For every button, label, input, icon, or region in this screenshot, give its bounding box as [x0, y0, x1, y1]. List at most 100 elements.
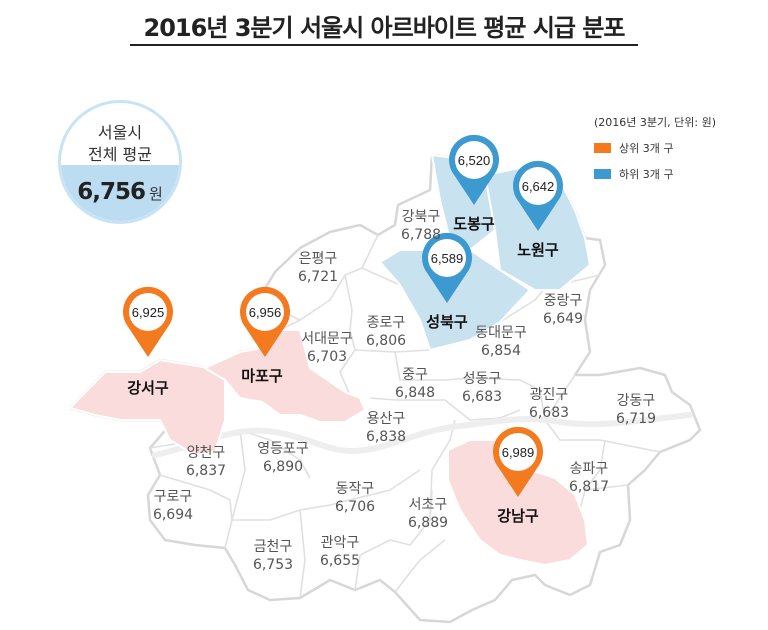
map-pin-gangseo: 6,925	[123, 286, 173, 357]
average-label-line1: 서울시	[97, 123, 143, 142]
district-label-dongjak: 동작구 6,706	[315, 480, 395, 516]
pin-value-gangnam: 6,989	[502, 445, 535, 460]
map-pin-dobong: 6,520	[448, 134, 499, 205]
map-pin-seongbuk: 6,589	[422, 232, 473, 303]
legend-item-top: 상위 3개 구	[594, 140, 716, 156]
district-label-mapo: 마포구	[241, 367, 283, 385]
district-value-gangdong: 6,719	[615, 411, 657, 427]
district-value-dongdaemun: 6,854	[480, 343, 522, 359]
han-river	[152, 412, 693, 458]
map-pin-nowon: 6,642	[513, 160, 563, 231]
district-label-gangbuk: 강북구 6,788	[381, 208, 461, 244]
district-name-yeongdeungpo: 영등포구	[257, 441, 309, 457]
district-label-dongdaemun: 동대문구 6,854	[461, 324, 541, 360]
district-label-gwangjin: 광진구 6,683	[509, 386, 589, 422]
average-label-line2: 전체 평균	[88, 145, 152, 164]
district-value-seodaemun: 6,703	[306, 349, 348, 365]
district-label-junggu: 중구 6,848	[375, 366, 455, 402]
district-label-seocho: 서초구 6,889	[388, 496, 468, 532]
pin-value-mapo: 6,956	[249, 305, 282, 320]
average-badge-fill	[61, 165, 179, 221]
map-pin-mapo: 6,956	[240, 286, 290, 357]
district-name-eunpyeong: 은평구	[298, 251, 338, 267]
district-label-dobong: 도봉구	[453, 215, 495, 233]
district-label-gangdong: 강동구 6,719	[596, 392, 676, 428]
district-value-songpa: 6,817	[568, 479, 610, 495]
district-label-seongdong: 성동구 6,683	[442, 370, 522, 406]
legend-swatch-top	[594, 143, 611, 153]
district-name-gangbuk: 강북구	[401, 209, 441, 225]
district-name-yongsan: 용산구	[366, 411, 406, 427]
district-name-gwanak: 관악구	[320, 535, 360, 551]
district-name-jungnang: 중랑구	[543, 293, 583, 309]
district-label-yeongdeungpo: 영등포구 6,890	[243, 440, 323, 476]
pin-face-gangnam	[499, 433, 537, 471]
district-value-seocho: 6,889	[407, 515, 449, 531]
district-name-gangdong: 강동구	[616, 393, 656, 409]
district-label-seongbuk: 성북구	[426, 313, 468, 331]
district-value-gwanak: 6,655	[319, 553, 361, 569]
district-value-jungnang: 6,649	[542, 311, 584, 327]
district-label-gangnam: 강남구	[497, 507, 539, 525]
pin-face-nowon	[519, 167, 557, 205]
pin-face-dobong	[455, 141, 493, 179]
district-name-songpa: 송파구	[569, 461, 609, 477]
district-value-yeongdeungpo: 6,890	[262, 459, 304, 475]
district-value-yangcheon: 6,837	[185, 463, 227, 479]
district-label-songpa: 송파구 6,817	[549, 460, 629, 496]
district-label-gangseo: 강서구	[127, 379, 169, 397]
district-name-gwangjin: 광진구	[529, 387, 569, 403]
district-value-gangbuk: 6,788	[400, 227, 442, 243]
district-label-seodaemun: 서대문구 6,703	[287, 330, 367, 366]
legend-note: (2016년 3분기, 단위: 원)	[594, 116, 716, 129]
average-value-unit: 원	[148, 185, 163, 203]
pin-face-seongbuk	[428, 239, 466, 277]
district-value-eunpyeong: 6,721	[297, 269, 339, 285]
legend-label-top: 상위 3개 구	[619, 142, 674, 155]
district-value-guro: 6,694	[152, 507, 194, 523]
district-label-gwanak: 관악구 6,655	[300, 534, 380, 570]
pin-value-dobong: 6,520	[458, 153, 491, 168]
district-area-gangseo	[68, 358, 226, 457]
average-value-number: 6,756	[77, 179, 146, 205]
pin-value-gangseo: 6,925	[132, 305, 165, 320]
district-name-yangcheon: 양천구	[186, 445, 226, 461]
district-name-jongno: 종로구	[366, 315, 406, 331]
district-name-seongdong: 성동구	[462, 371, 502, 387]
legend-swatch-bottom	[594, 169, 611, 179]
map-pin-gangnam: 6,989	[493, 426, 543, 497]
district-name-dongdaemun: 동대문구	[475, 325, 527, 341]
district-label-jongno: 종로구 6,806	[346, 314, 426, 350]
district-name-guro: 구로구	[153, 489, 193, 505]
legend: (2016년 3분기, 단위: 원) 상위 3개 구 하위 3개 구	[594, 114, 716, 182]
district-value-geumcheon: 6,753	[252, 557, 294, 573]
district-label-yangcheon: 양천구 6,837	[166, 444, 246, 480]
average-value: 6,756 원	[61, 179, 179, 205]
legend-label-bottom: 하위 3개 구	[619, 168, 674, 181]
pin-value-seongbuk: 6,589	[431, 251, 464, 266]
district-name-dongjak: 동작구	[335, 481, 375, 497]
legend-item-bottom: 하위 3개 구	[594, 166, 716, 182]
district-value-seongdong: 6,683	[461, 389, 503, 405]
pin-value-nowon: 6,642	[522, 179, 555, 194]
district-name-junggu: 중구	[402, 367, 428, 383]
pin-face-gangseo	[129, 293, 167, 331]
district-name-seocho: 서초구	[408, 497, 448, 513]
district-label-nowon: 노원구	[517, 241, 559, 259]
district-value-junggu: 6,848	[394, 385, 436, 401]
district-label-yongsan: 용산구 6,838	[346, 410, 426, 446]
pin-face-mapo	[246, 293, 284, 331]
district-value-jongno: 6,806	[365, 333, 407, 349]
district-value-yongsan: 6,838	[365, 429, 407, 445]
district-label-guro: 구로구 6,694	[133, 488, 213, 524]
district-value-dongjak: 6,706	[334, 499, 376, 515]
district-label-geumcheon: 금천구 6,753	[233, 538, 313, 574]
district-value-gwangjin: 6,683	[528, 405, 570, 421]
map-title: 2016년 3분기 서울시 아르바이트 평균 시급 분포	[143, 14, 626, 42]
seoul-average-badge: 서울시 전체 평균 6,756 원	[58, 100, 182, 224]
district-label-jungnang: 중랑구 6,649	[523, 292, 603, 328]
district-label-eunpyeong: 은평구 6,721	[278, 250, 358, 286]
title-underline	[130, 44, 638, 46]
district-name-seodaemun: 서대문구	[301, 331, 353, 347]
